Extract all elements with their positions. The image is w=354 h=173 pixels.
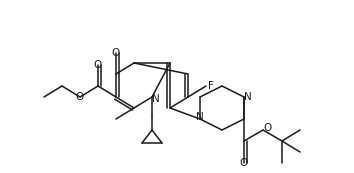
Text: O: O bbox=[94, 60, 102, 70]
Text: O: O bbox=[240, 158, 248, 168]
Text: N: N bbox=[244, 92, 252, 102]
Text: O: O bbox=[112, 48, 120, 58]
Text: N: N bbox=[196, 112, 204, 122]
Text: O: O bbox=[263, 123, 271, 133]
Text: N: N bbox=[152, 94, 160, 104]
Text: F: F bbox=[208, 81, 214, 91]
Text: O: O bbox=[76, 92, 84, 102]
